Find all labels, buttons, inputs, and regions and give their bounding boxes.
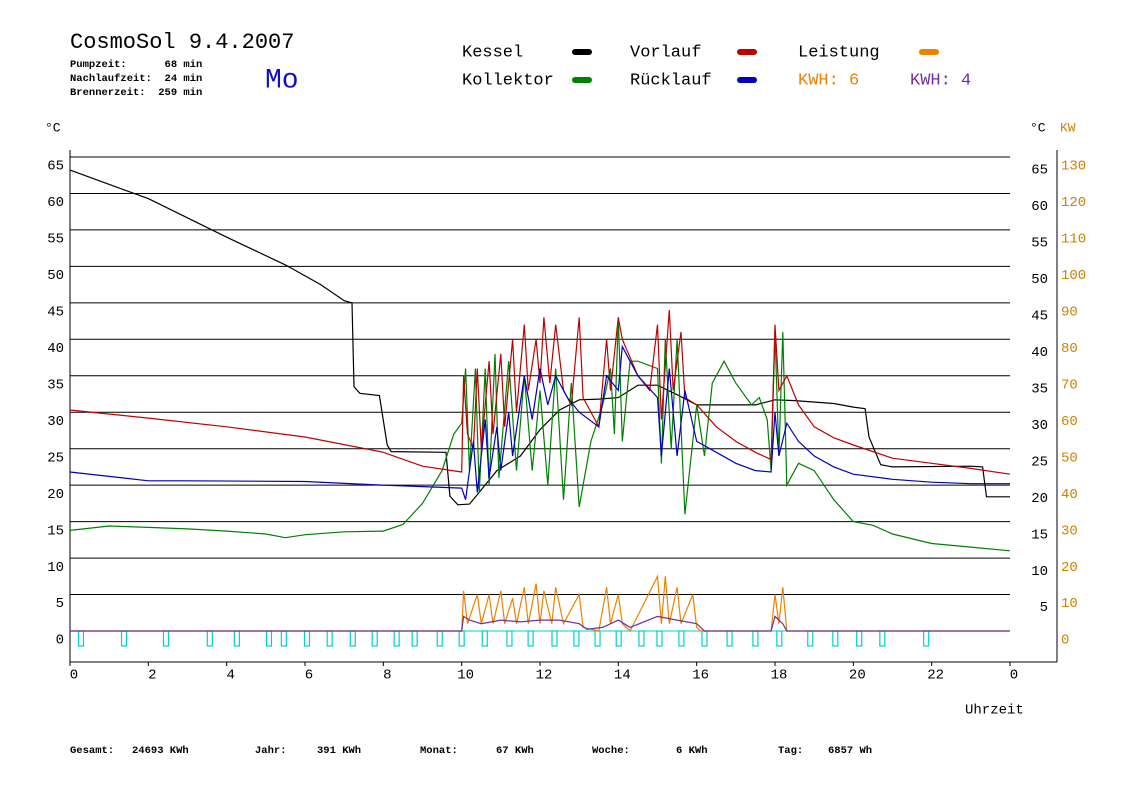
y2-tick-label: 70 — [1061, 377, 1078, 393]
x-tick-label: 0 — [70, 668, 78, 684]
y-tick-label-right: 50 — [1031, 272, 1048, 288]
pump-pulse — [776, 630, 783, 647]
y2-axis-label: KW — [1060, 120, 1076, 135]
x-tick-label: 18 — [771, 668, 788, 684]
y-tick-label: 40 — [47, 341, 64, 357]
y-tick-label-right: 20 — [1031, 491, 1048, 507]
footer-label: Monat: — [420, 745, 458, 757]
x-tick-label: 14 — [614, 668, 631, 684]
y-tick-label: 50 — [47, 268, 64, 284]
legend-label: KWH: 4 — [910, 71, 971, 90]
y-tick-label-right: 35 — [1031, 381, 1048, 397]
series-line — [69, 344, 1010, 500]
legend-kwh: KWH: 6 — [798, 71, 859, 90]
x-tick-label: 12 — [536, 668, 553, 684]
series-line — [69, 310, 1011, 475]
pump-pulse — [481, 630, 488, 647]
footer-value: 391 KWh — [317, 745, 361, 757]
x-tick-label: 16 — [692, 668, 709, 684]
y2-tick-label: 10 — [1061, 596, 1078, 612]
y2-tick-label: 80 — [1061, 341, 1078, 357]
x-tick-label: 8 — [383, 668, 391, 684]
y-tick-label: 25 — [47, 450, 64, 466]
info-line: Nachlaufzeit: 24 min — [70, 73, 202, 85]
pump-pulse — [678, 630, 685, 647]
info-line: Pumpzeit: 68 min — [70, 59, 202, 71]
y-tick-label: 0 — [56, 633, 64, 649]
x-axis-label: Uhrzeit — [965, 703, 1024, 719]
y2-tick-label: 60 — [1061, 414, 1078, 430]
y2-tick-label: 100 — [1061, 268, 1086, 284]
x-tick-label: 22 — [927, 668, 944, 684]
y-tick-label: 65 — [47, 159, 64, 175]
chart-title: CosmoSol 9.4.2007 — [70, 30, 294, 55]
legend-label: Vorlauf — [630, 43, 701, 62]
footer-value: 6 KWh — [676, 745, 708, 757]
legend-label: Kollektor — [462, 71, 554, 90]
series-line — [70, 615, 1010, 632]
x-tick-label: 0 — [1010, 668, 1018, 684]
y-tick-label: 10 — [47, 560, 64, 576]
y-axis-label: °C — [45, 120, 61, 135]
pump-pulse — [527, 630, 534, 647]
y-tick-label: 30 — [47, 414, 64, 430]
footer-value: 67 KWh — [496, 745, 534, 757]
x-tick-label: 2 — [148, 668, 156, 684]
y2-tick-label: 40 — [1061, 487, 1078, 503]
y-axis-label-right: °C — [1030, 120, 1046, 135]
y-tick-label-right: 10 — [1031, 564, 1048, 580]
legend-label: Leistung — [798, 43, 880, 62]
footer-value: 24693 KWh — [132, 745, 189, 757]
y2-tick-label: 90 — [1061, 305, 1078, 321]
y-tick-label-right: 45 — [1031, 309, 1048, 325]
y2-tick-label: 120 — [1061, 195, 1086, 211]
y2-tick-label: 30 — [1061, 523, 1078, 539]
pump-pulse — [551, 630, 558, 647]
y-tick-label-right: 60 — [1031, 199, 1048, 215]
info-line: Brennerzeit: 259 min — [70, 87, 202, 99]
footer-label: Tag: — [778, 745, 803, 757]
y-tick-label-right: 5 — [1040, 600, 1048, 616]
pump-pulse — [638, 630, 645, 647]
y-tick-label-right: 15 — [1031, 527, 1048, 543]
pump-pulse — [573, 630, 580, 647]
y2-tick-label: 130 — [1061, 159, 1086, 175]
series-line — [70, 574, 1010, 632]
y-tick-label: 55 — [47, 232, 64, 248]
y-tick-label-right: 40 — [1031, 345, 1048, 361]
footer-value: 6857 Wh — [828, 745, 872, 757]
x-tick-label: 10 — [457, 668, 474, 684]
x-tick-label: 6 — [305, 668, 313, 684]
legend-label: Kessel — [462, 43, 523, 62]
y2-tick-label: 50 — [1061, 450, 1078, 466]
x-tick-label: 4 — [226, 668, 234, 684]
y2-tick-label: 0 — [1061, 633, 1069, 649]
y-tick-label-right: 65 — [1031, 163, 1048, 179]
y-tick-label: 60 — [47, 195, 64, 211]
y-tick-label: 20 — [47, 487, 64, 503]
y-tick-label: 45 — [47, 305, 64, 321]
y2-tick-label: 20 — [1061, 560, 1078, 576]
y-tick-label: 5 — [56, 596, 64, 612]
pump-pulse — [506, 630, 513, 647]
y-tick-label: 15 — [47, 523, 64, 539]
y-tick-label-right: 55 — [1031, 236, 1048, 252]
pump-pulse — [656, 630, 663, 647]
pump-pulse — [615, 630, 622, 647]
y-tick-label-right: 25 — [1031, 454, 1048, 470]
footer-label: Jahr: — [255, 745, 287, 757]
y-tick-label: 35 — [47, 377, 64, 393]
x-tick-label: 20 — [849, 668, 866, 684]
footer-label: Gesamt: — [70, 745, 114, 757]
weekday: Mo — [265, 65, 299, 96]
y-tick-label-right: 30 — [1031, 418, 1048, 434]
legend-label: Rücklauf — [630, 71, 712, 90]
footer-label: Woche: — [592, 745, 630, 757]
y2-tick-label: 110 — [1061, 232, 1086, 248]
